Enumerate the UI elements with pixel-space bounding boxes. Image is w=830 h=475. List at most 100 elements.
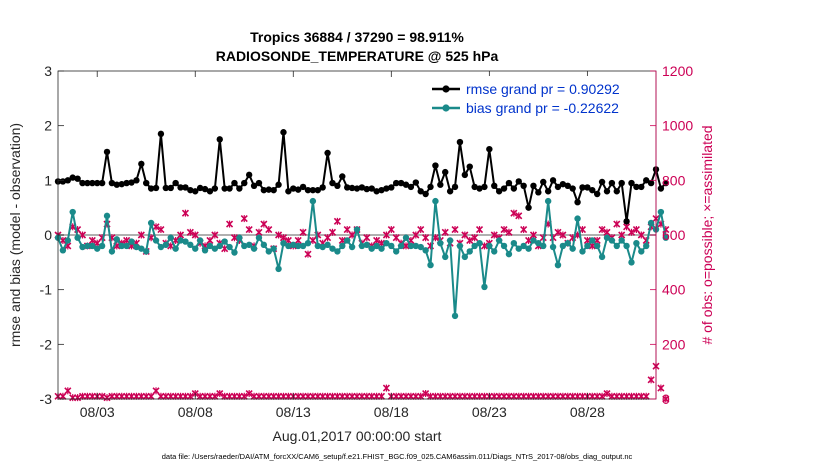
bias-point [569, 245, 576, 252]
rmse-point [589, 186, 596, 194]
y-tick-label: 2 [44, 118, 52, 134]
bias-point [407, 242, 415, 250]
rmse-point [647, 179, 655, 187]
obs-count-marker [461, 231, 469, 239]
rmse-point [456, 138, 464, 146]
bias-point [500, 242, 508, 250]
bias-point [598, 253, 606, 261]
x-tick-label: 08/03 [80, 404, 115, 420]
y2-tick-label: 1000 [662, 118, 693, 134]
bias-point [564, 240, 571, 247]
bias-point [69, 208, 76, 216]
rmse-point [147, 185, 155, 192]
bias-point [260, 241, 268, 249]
rmse-point [79, 179, 86, 187]
obs-count-marker [510, 209, 518, 217]
bias-point [353, 226, 361, 233]
bias-point [388, 242, 395, 250]
rmse-point [343, 184, 351, 191]
rmse-point [633, 183, 640, 191]
rmse-point [98, 179, 106, 187]
bias-point [196, 237, 204, 244]
bias-point [642, 242, 650, 250]
bias-point [417, 243, 424, 251]
bias-point [79, 243, 86, 251]
rmse-point [515, 178, 522, 185]
obs-count-marker [500, 225, 508, 234]
rmse-point [143, 179, 150, 187]
rmse-point [216, 136, 223, 143]
y2-tick-label: 0 [662, 391, 670, 407]
bias-point [662, 234, 670, 241]
bias-point [471, 242, 478, 250]
obs-count-marker [324, 234, 332, 242]
y-tick-label: -1 [40, 282, 53, 298]
rmse-point [250, 182, 258, 189]
rmse-point [554, 183, 562, 191]
bias-point [182, 238, 189, 245]
rmse-point [544, 188, 552, 195]
rmse-point [245, 171, 253, 179]
bias-point [280, 240, 287, 247]
bias-point [628, 259, 635, 266]
rmse-point [265, 186, 272, 193]
rmse-point [299, 183, 307, 191]
rmse-point [294, 186, 302, 193]
y-tick-label: 1 [44, 172, 52, 188]
obs-count-marker [211, 231, 219, 239]
chart-title-line2: RADIOSONDE_TEMPERATURE @ 525 hPa [216, 48, 499, 64]
rmse-point [177, 184, 184, 191]
rmse-point [64, 177, 72, 184]
x-tick-label: 08/08 [178, 404, 213, 420]
bias-point [133, 243, 140, 251]
bias-point [94, 245, 101, 252]
rmse-point [574, 199, 581, 206]
bias-point [451, 312, 459, 320]
bias-point [456, 242, 464, 250]
rmse-point [662, 179, 670, 187]
rmse-point [540, 178, 547, 186]
rmse-point [348, 184, 356, 192]
bias-point [603, 234, 611, 241]
bias-point [128, 238, 135, 245]
rmse-point [446, 188, 454, 195]
y2-tick-label: 800 [662, 172, 686, 188]
x-tick-label: 08/23 [472, 404, 507, 420]
rmse-point [133, 177, 140, 184]
rmse-point [108, 179, 116, 187]
bias-point [309, 197, 317, 205]
obs-count-marker [363, 234, 371, 242]
obs-count-marker [520, 225, 528, 234]
rmse-point [353, 185, 361, 192]
bias-point [299, 242, 307, 250]
bias-point [241, 242, 248, 250]
bias-point [505, 250, 513, 258]
bias-point [589, 237, 596, 244]
y-tick-label: 0 [44, 227, 52, 243]
bias-point [201, 247, 209, 254]
rmse-point [461, 171, 469, 179]
legend: rmse grand pr = 0.90292 bias grand pr = … [428, 76, 652, 116]
rmse-point [339, 173, 346, 180]
legend-rmse-marker [442, 85, 450, 93]
rmse-point [397, 179, 405, 187]
rmse-point [535, 189, 542, 196]
rmse-point [422, 190, 429, 198]
bias-point [143, 248, 150, 255]
bias-point [378, 245, 385, 252]
obs-count-marker [382, 231, 390, 239]
rmse-point [152, 184, 160, 192]
obs-count-marker [186, 228, 194, 236]
obs-count-marker [613, 220, 621, 228]
obs-count-marker [637, 231, 645, 239]
rmse-point [358, 184, 366, 191]
rmse-point [618, 179, 625, 187]
bias-point [549, 243, 557, 251]
obs-count-marker [412, 231, 420, 239]
rmse-point [451, 183, 459, 191]
rmse-point [363, 185, 371, 193]
obs-count-marker [382, 384, 390, 392]
bias-point [167, 234, 174, 241]
bias-point [530, 237, 537, 244]
